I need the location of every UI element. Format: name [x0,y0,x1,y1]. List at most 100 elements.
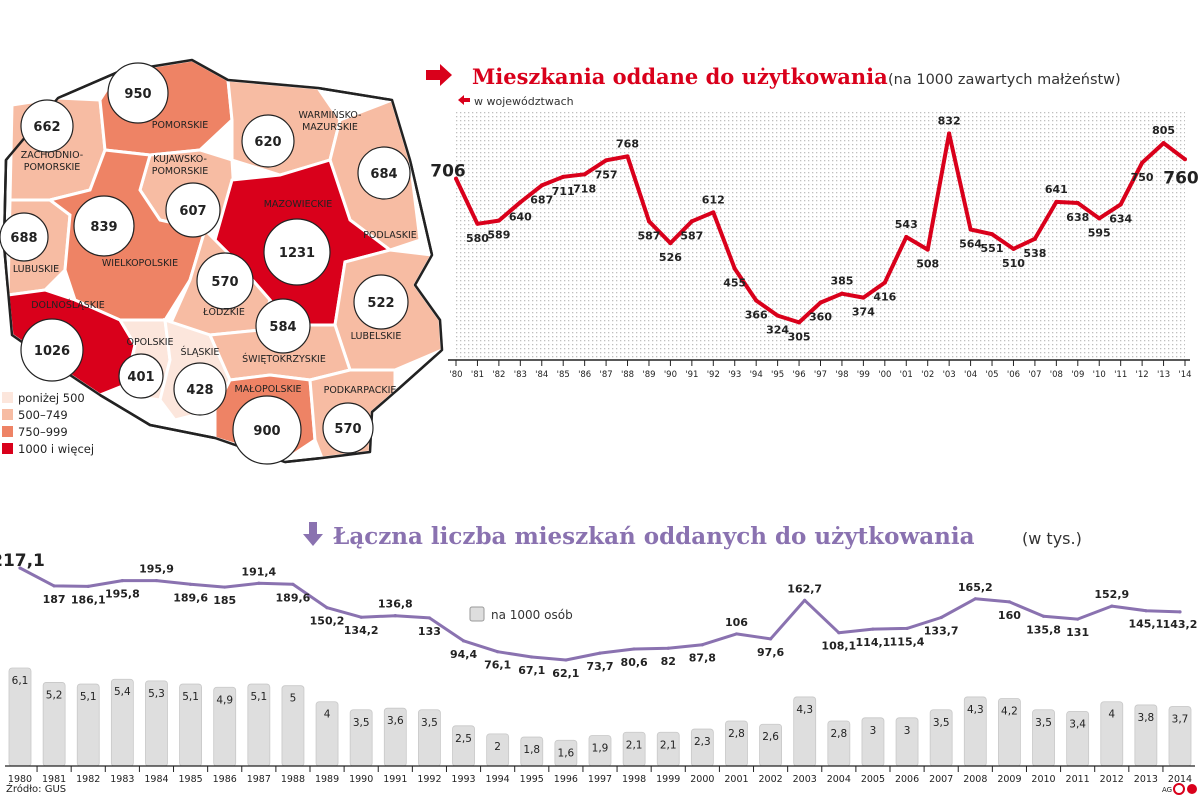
top-data-label: 805 [1152,124,1175,137]
top-x-label: '91 [685,370,698,380]
bottom-x-label: 1987 [247,774,271,785]
region-14-value: 900 [253,424,280,439]
bottom-x-label: 2011 [1066,774,1090,785]
bar-label: 2,8 [830,728,847,740]
top-x-label: '80 [449,370,462,380]
top-chart-title: Mieszkania oddane do użytkowania [472,64,888,89]
region-15-value: 570 [334,422,361,437]
bottom-x-label: 1981 [42,774,66,785]
bottom-x-label: 2008 [963,774,987,785]
top-data-label: 551 [981,242,1004,255]
region-10-value-circle [20,318,84,382]
top-x-label: '10 [1093,370,1106,380]
title-down-arrow-icon [303,522,323,546]
bottom-chart-title: Łączna liczba mieszkań oddanych do użytk… [333,523,975,550]
region-11-value-circle [118,353,164,399]
bottom-series-point [530,655,534,659]
bottom-series-point [496,650,500,654]
bar-label: 3 [904,725,911,737]
top-x-label: '87 [600,370,613,380]
source-note: Źródło: GUS [6,782,66,795]
legend-label-0: poniżej 500 [18,391,85,405]
region-0-name: ZACHODNIO-POMORSKIE [21,150,84,173]
bar-label: 4,3 [796,704,813,716]
bottom-series-point [1007,600,1012,604]
bottom-series-point [86,584,90,589]
region-7-value-circle [73,195,135,257]
top-x-label: '13 [1157,370,1170,380]
bar-label: 5,3 [148,688,165,700]
legend-label-2: 750–999 [18,425,68,439]
bottom-series-point [905,626,909,630]
top-series-point [539,183,544,188]
bottom-data-label: 134,2 [344,624,379,637]
region-9-value-circle [353,274,409,330]
bottom-data-label: 162,7 [787,582,822,595]
region-1-value-circle [107,62,169,124]
bottom-data-label: 87,8 [689,652,716,665]
bottom-chart: Łączna liczba mieszkań oddanych do użytk… [0,522,1197,785]
bottom-series-point [257,581,261,585]
top-chart-plot-area [455,112,1185,360]
top-x-label: '97 [814,370,827,380]
bottom-series-point [1110,604,1114,608]
bar-label: 3,5 [421,717,438,729]
bottom-data-label: 186,1 [71,593,106,606]
top-series-point [689,219,694,224]
top-data-label: 595 [1088,226,1111,239]
bar-label: 2,1 [660,739,677,751]
top-data-label: 640 [509,210,532,223]
top-data-label: 526 [659,251,682,264]
bar-legend-swatch [469,606,485,622]
top-series-point [646,219,651,224]
bar-label: 1,9 [592,742,609,754]
region-6-name: LUBUSKIE [13,264,59,275]
top-data-label: 538 [1023,247,1046,260]
top-series-point [861,295,866,300]
bottom-series-point [359,615,363,619]
bottom-series-point [1178,610,1182,614]
bar-label: 3,5 [353,717,370,729]
bottom-series-point [120,579,124,583]
bottom-x-label: 1983 [110,774,134,785]
bar-label: 5,2 [46,689,63,701]
top-series-point [990,232,995,237]
region-8-value: 570 [211,275,238,290]
bottom-series-point [188,582,193,586]
top-data-label: 641 [1045,183,1068,196]
map-legend: poniżej 500 500–749 750–999 1000 i więcej [2,391,94,456]
bottom-x-label: 1998 [622,774,646,785]
bottom-series-point [1144,609,1148,613]
top-series-point [475,221,480,226]
top-x-label: '05 [985,370,998,380]
bottom-x-label: 2012 [1100,774,1124,785]
bottom-data-label: 62,1 [552,667,579,680]
bottom-x-label: 2001 [724,774,748,785]
top-series-point [797,320,802,325]
top-series-point [904,235,909,240]
bottom-data-label: 106 [725,616,748,629]
bottom-series-point [871,627,875,631]
top-series-point [1097,216,1102,221]
region-6-value-circle [0,212,49,262]
bottom-data-label: 191,4 [241,565,276,578]
top-chart: Mieszkania oddane do użytkowania (na 100… [426,64,1199,380]
top-x-label: '89 [642,370,655,380]
bar-label: 5,1 [250,691,267,703]
top-data-label: 324 [766,324,789,337]
region-4-value: 684 [370,167,397,182]
bar-label: 3,8 [1138,712,1155,724]
top-series-point [582,172,587,177]
bottom-x-label: 2007 [929,774,953,785]
region-11-value: 401 [127,370,154,385]
bar-label: 1,6 [558,747,575,759]
bar-label: 2,5 [455,733,472,745]
top-x-label: '99 [857,370,870,380]
top-series-point [604,158,609,163]
legend-swatch-0 [2,392,13,403]
bottom-x-label: 2004 [827,774,851,785]
top-series-point [1140,160,1145,165]
top-series-point [818,300,823,305]
top-series-point [882,280,887,285]
